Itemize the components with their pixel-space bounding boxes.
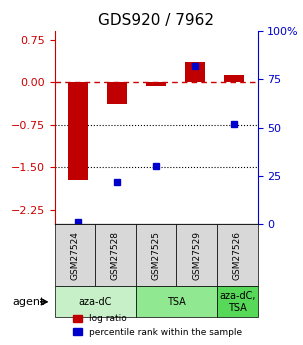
Text: GSM27526: GSM27526 [233,231,242,280]
Bar [68,82,88,180]
Text: GSM27529: GSM27529 [192,231,201,280]
Text: aza-dC: aza-dC [78,297,112,307]
Text: GSM27524: GSM27524 [70,231,79,280]
Bar [107,82,127,104]
Legend: log ratio, percentile rank within the sample: log ratio, percentile rank within the sa… [69,311,246,341]
Text: agent: agent [12,297,45,307]
Text: GSM27528: GSM27528 [111,231,120,280]
Title: GDS920 / 7962: GDS920 / 7962 [98,13,214,29]
Bar [146,82,166,86]
Bar [224,75,244,82]
Bar [185,62,205,82]
Text: TSA: TSA [167,297,186,307]
Text: aza-dC,
TSA: aza-dC, TSA [219,291,255,313]
Text: GSM27525: GSM27525 [152,231,161,280]
